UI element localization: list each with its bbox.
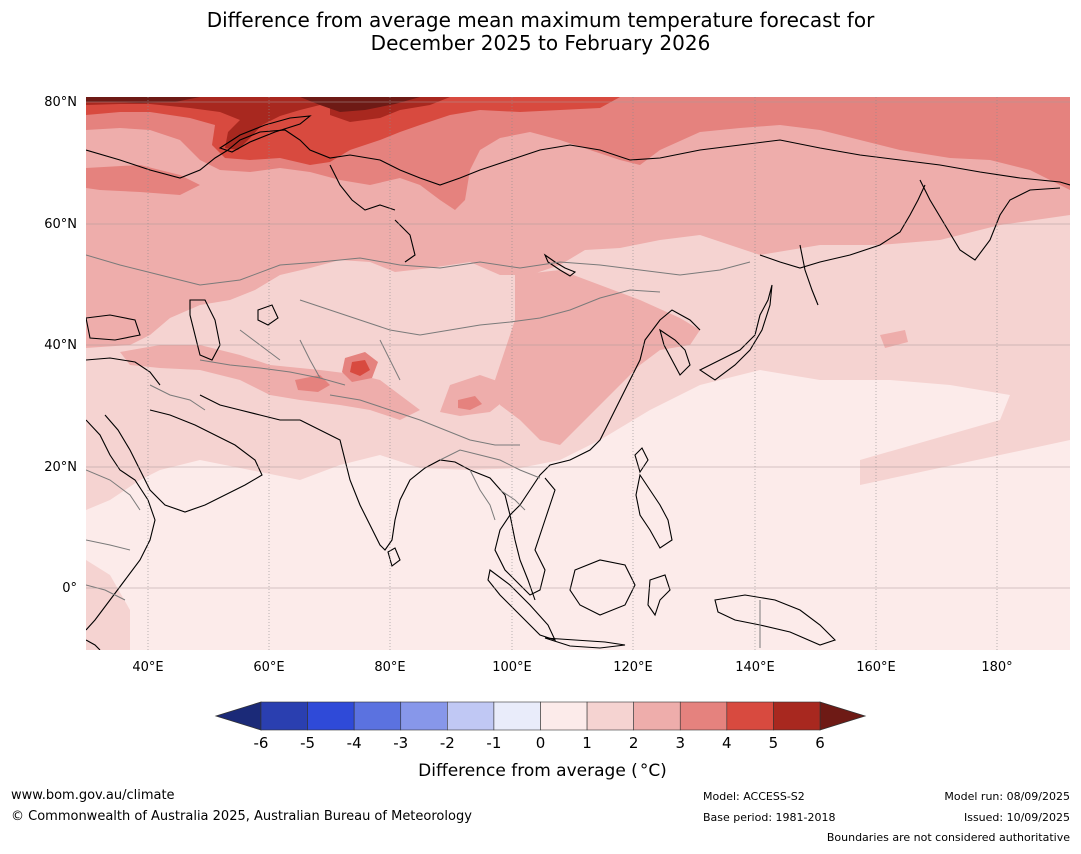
lon-label-120e: 120°E (613, 660, 653, 675)
footer-model-run: Model run: 08/09/2025 (944, 790, 1070, 803)
anomaly-2-3-china (495, 270, 700, 445)
anomaly-2-3-caspian (120, 345, 420, 420)
lat-label-40n: 40°N (44, 338, 77, 353)
meridians (147, 97, 998, 650)
anomaly-4-5-hotspot (350, 360, 370, 376)
colorbar-tick-label: 4 (722, 734, 732, 752)
lon-label-40e: 40°E (132, 660, 164, 675)
colorbar-tick-label: -2 (439, 734, 455, 752)
colorbar-tick-label: 5 (768, 734, 779, 752)
colorbar-unit: °C) (639, 761, 667, 781)
anomaly-3-4-afg (295, 375, 330, 392)
anomaly-2-3-tibet (440, 375, 505, 416)
colorbar-tick-label: -5 (300, 734, 316, 752)
lat-label-0: 0° (62, 581, 77, 596)
lon-label-100e: 100°E (492, 660, 532, 675)
anomaly-2-3-pacific (880, 330, 908, 348)
colorbar-tick-label: 2 (628, 734, 639, 752)
lon-label-160e: 160°E (856, 660, 896, 675)
lat-label-80n: 80°N (44, 95, 77, 110)
lon-label-180: 180° (981, 660, 1013, 675)
colorbar-tick-label: -1 (486, 734, 502, 752)
footer-base-period: Base period: 1981-2018 (703, 811, 836, 824)
country-borders (86, 254, 761, 648)
anomaly-3-4-tibet (458, 396, 482, 410)
anomaly-1-2-sw (86, 560, 130, 650)
anomaly-field (86, 97, 1070, 650)
coastlines (86, 115, 1070, 650)
lat-label-60n: 60°N (44, 217, 77, 232)
colorbar-label: Difference from average ( (418, 761, 638, 781)
footer-website[interactable]: www.bom.gov.au/climate (11, 788, 175, 803)
footer-copyright: © Commonwealth of Australia 2025, Austra… (11, 809, 472, 824)
lat-label-20n: 20°N (44, 460, 77, 475)
colorbar-title: Difference from average (°C) (0, 761, 1081, 781)
colorbar-tick-label: -4 (346, 734, 362, 752)
lon-label-140e: 140°E (735, 660, 775, 675)
map-title: Difference from average mean maximum tem… (0, 9, 1081, 55)
anomaly-3-4-sw (86, 165, 200, 195)
lon-label-60e: 60°E (253, 660, 285, 675)
anomaly-gt6 (86, 97, 420, 112)
footer-model: Model: ACCESS-S2 (703, 790, 805, 803)
title-line-2: December 2025 to February 2026 (370, 31, 711, 55)
title-line-1: Difference from average mean maximum tem… (206, 8, 875, 32)
footer-issued: Issued: 10/09/2025 (963, 811, 1070, 824)
lon-label-80e: 80°E (374, 660, 406, 675)
colorbar-tick-label: -3 (393, 734, 409, 752)
colorbar-tick-label: 6 (815, 734, 825, 752)
footer-disclaimer: Boundaries are not considered authoritat… (826, 831, 1070, 844)
anomaly-5-6 (86, 97, 330, 150)
parallels (86, 101, 1070, 589)
colorbar-tick-label: -6 (253, 734, 269, 752)
colorbar-tick-label: 3 (675, 734, 686, 752)
colorbar-tick-label: 1 (582, 734, 592, 752)
colorbar-tick-label: 0 (535, 734, 546, 752)
